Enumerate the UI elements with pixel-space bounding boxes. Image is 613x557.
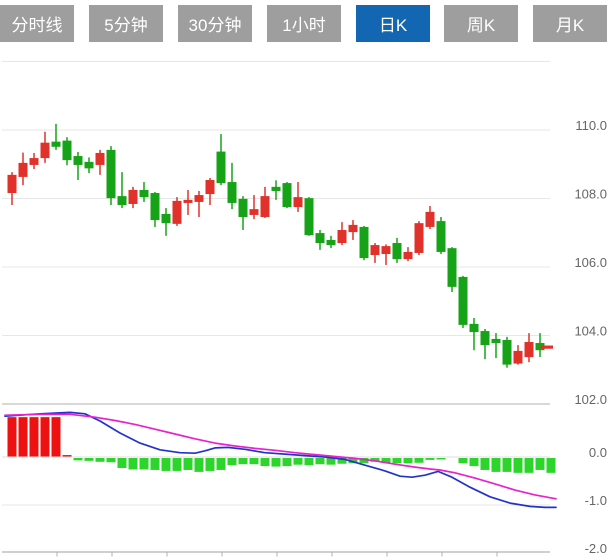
candle xyxy=(491,333,501,359)
candle xyxy=(7,172,17,206)
price-axis-label: 106.0 xyxy=(574,255,607,270)
candle xyxy=(436,216,446,254)
candle xyxy=(216,134,226,186)
tab-bar: 分时线 5分钟 30分钟 1小时 日K 周K 月K xyxy=(0,0,613,45)
macd-axis-label: -2.0 xyxy=(585,541,607,556)
candle xyxy=(106,146,116,206)
candle xyxy=(381,244,391,265)
candle xyxy=(117,172,127,209)
price-axis-label: 108.0 xyxy=(574,187,607,202)
candle xyxy=(326,235,336,249)
candle xyxy=(425,206,435,229)
candle xyxy=(370,243,380,263)
candle xyxy=(260,186,270,219)
tab-5min[interactable]: 5分钟 xyxy=(89,5,163,42)
candle xyxy=(282,182,292,209)
candle xyxy=(447,247,457,293)
candle xyxy=(227,162,237,210)
price-axis-label: 104.0 xyxy=(574,324,607,339)
macd-dif-line xyxy=(4,411,557,509)
candle xyxy=(469,318,479,351)
candle xyxy=(29,152,39,170)
macd-dea-line xyxy=(4,413,557,500)
candle xyxy=(359,225,369,261)
candle xyxy=(315,230,325,250)
macd-axis-label: -1.0 xyxy=(585,493,607,508)
macd-axis-labels: 0.0 -1.0 -2.0 xyxy=(585,445,607,556)
candle xyxy=(403,247,413,262)
candle xyxy=(172,197,182,226)
candle xyxy=(84,157,94,174)
candle xyxy=(414,221,424,256)
candle xyxy=(62,137,72,166)
candle xyxy=(249,195,259,220)
candle xyxy=(128,186,138,209)
candle xyxy=(480,328,490,360)
candle xyxy=(51,123,61,150)
candle xyxy=(337,222,347,246)
candle xyxy=(304,197,314,236)
price-axis-label: 102.0 xyxy=(574,392,607,407)
x-axis xyxy=(56,551,498,557)
price-axis-labels: 110.0 108.0 106.0 104.0 102.0 xyxy=(574,118,607,407)
candle xyxy=(73,151,83,181)
candle xyxy=(458,275,468,328)
candle xyxy=(40,131,50,163)
macd-lines xyxy=(4,411,557,509)
candle xyxy=(502,336,512,368)
candle xyxy=(183,189,193,215)
candlestick-layer xyxy=(7,123,545,368)
tab-monthly-k[interactable]: 月K xyxy=(533,5,607,42)
candle xyxy=(95,149,105,175)
candle xyxy=(205,177,215,206)
candle xyxy=(392,237,402,263)
price-axis-label: 110.0 xyxy=(575,118,607,133)
price-gridlines xyxy=(2,61,550,405)
candle xyxy=(293,182,303,212)
candle xyxy=(150,191,160,227)
candle xyxy=(271,180,281,200)
macd-gridlines xyxy=(2,456,550,553)
candle xyxy=(348,220,358,240)
candle xyxy=(161,208,171,236)
tab-weekly-k[interactable]: 周K xyxy=(444,5,518,42)
macd-axis-label: 0.0 xyxy=(589,445,607,460)
current-price-marker xyxy=(539,344,553,350)
candle xyxy=(194,190,204,217)
tab-timeline[interactable]: 分时线 xyxy=(0,5,74,42)
tab-1hour[interactable]: 1小时 xyxy=(267,5,341,42)
tab-daily-k[interactable]: 日K xyxy=(356,5,430,42)
candle xyxy=(524,333,534,363)
candle xyxy=(238,196,248,231)
candle xyxy=(139,182,149,202)
macd-histogram xyxy=(7,417,556,473)
candle xyxy=(513,345,523,365)
candle xyxy=(18,152,28,186)
tab-30min[interactable]: 30分钟 xyxy=(178,5,252,42)
